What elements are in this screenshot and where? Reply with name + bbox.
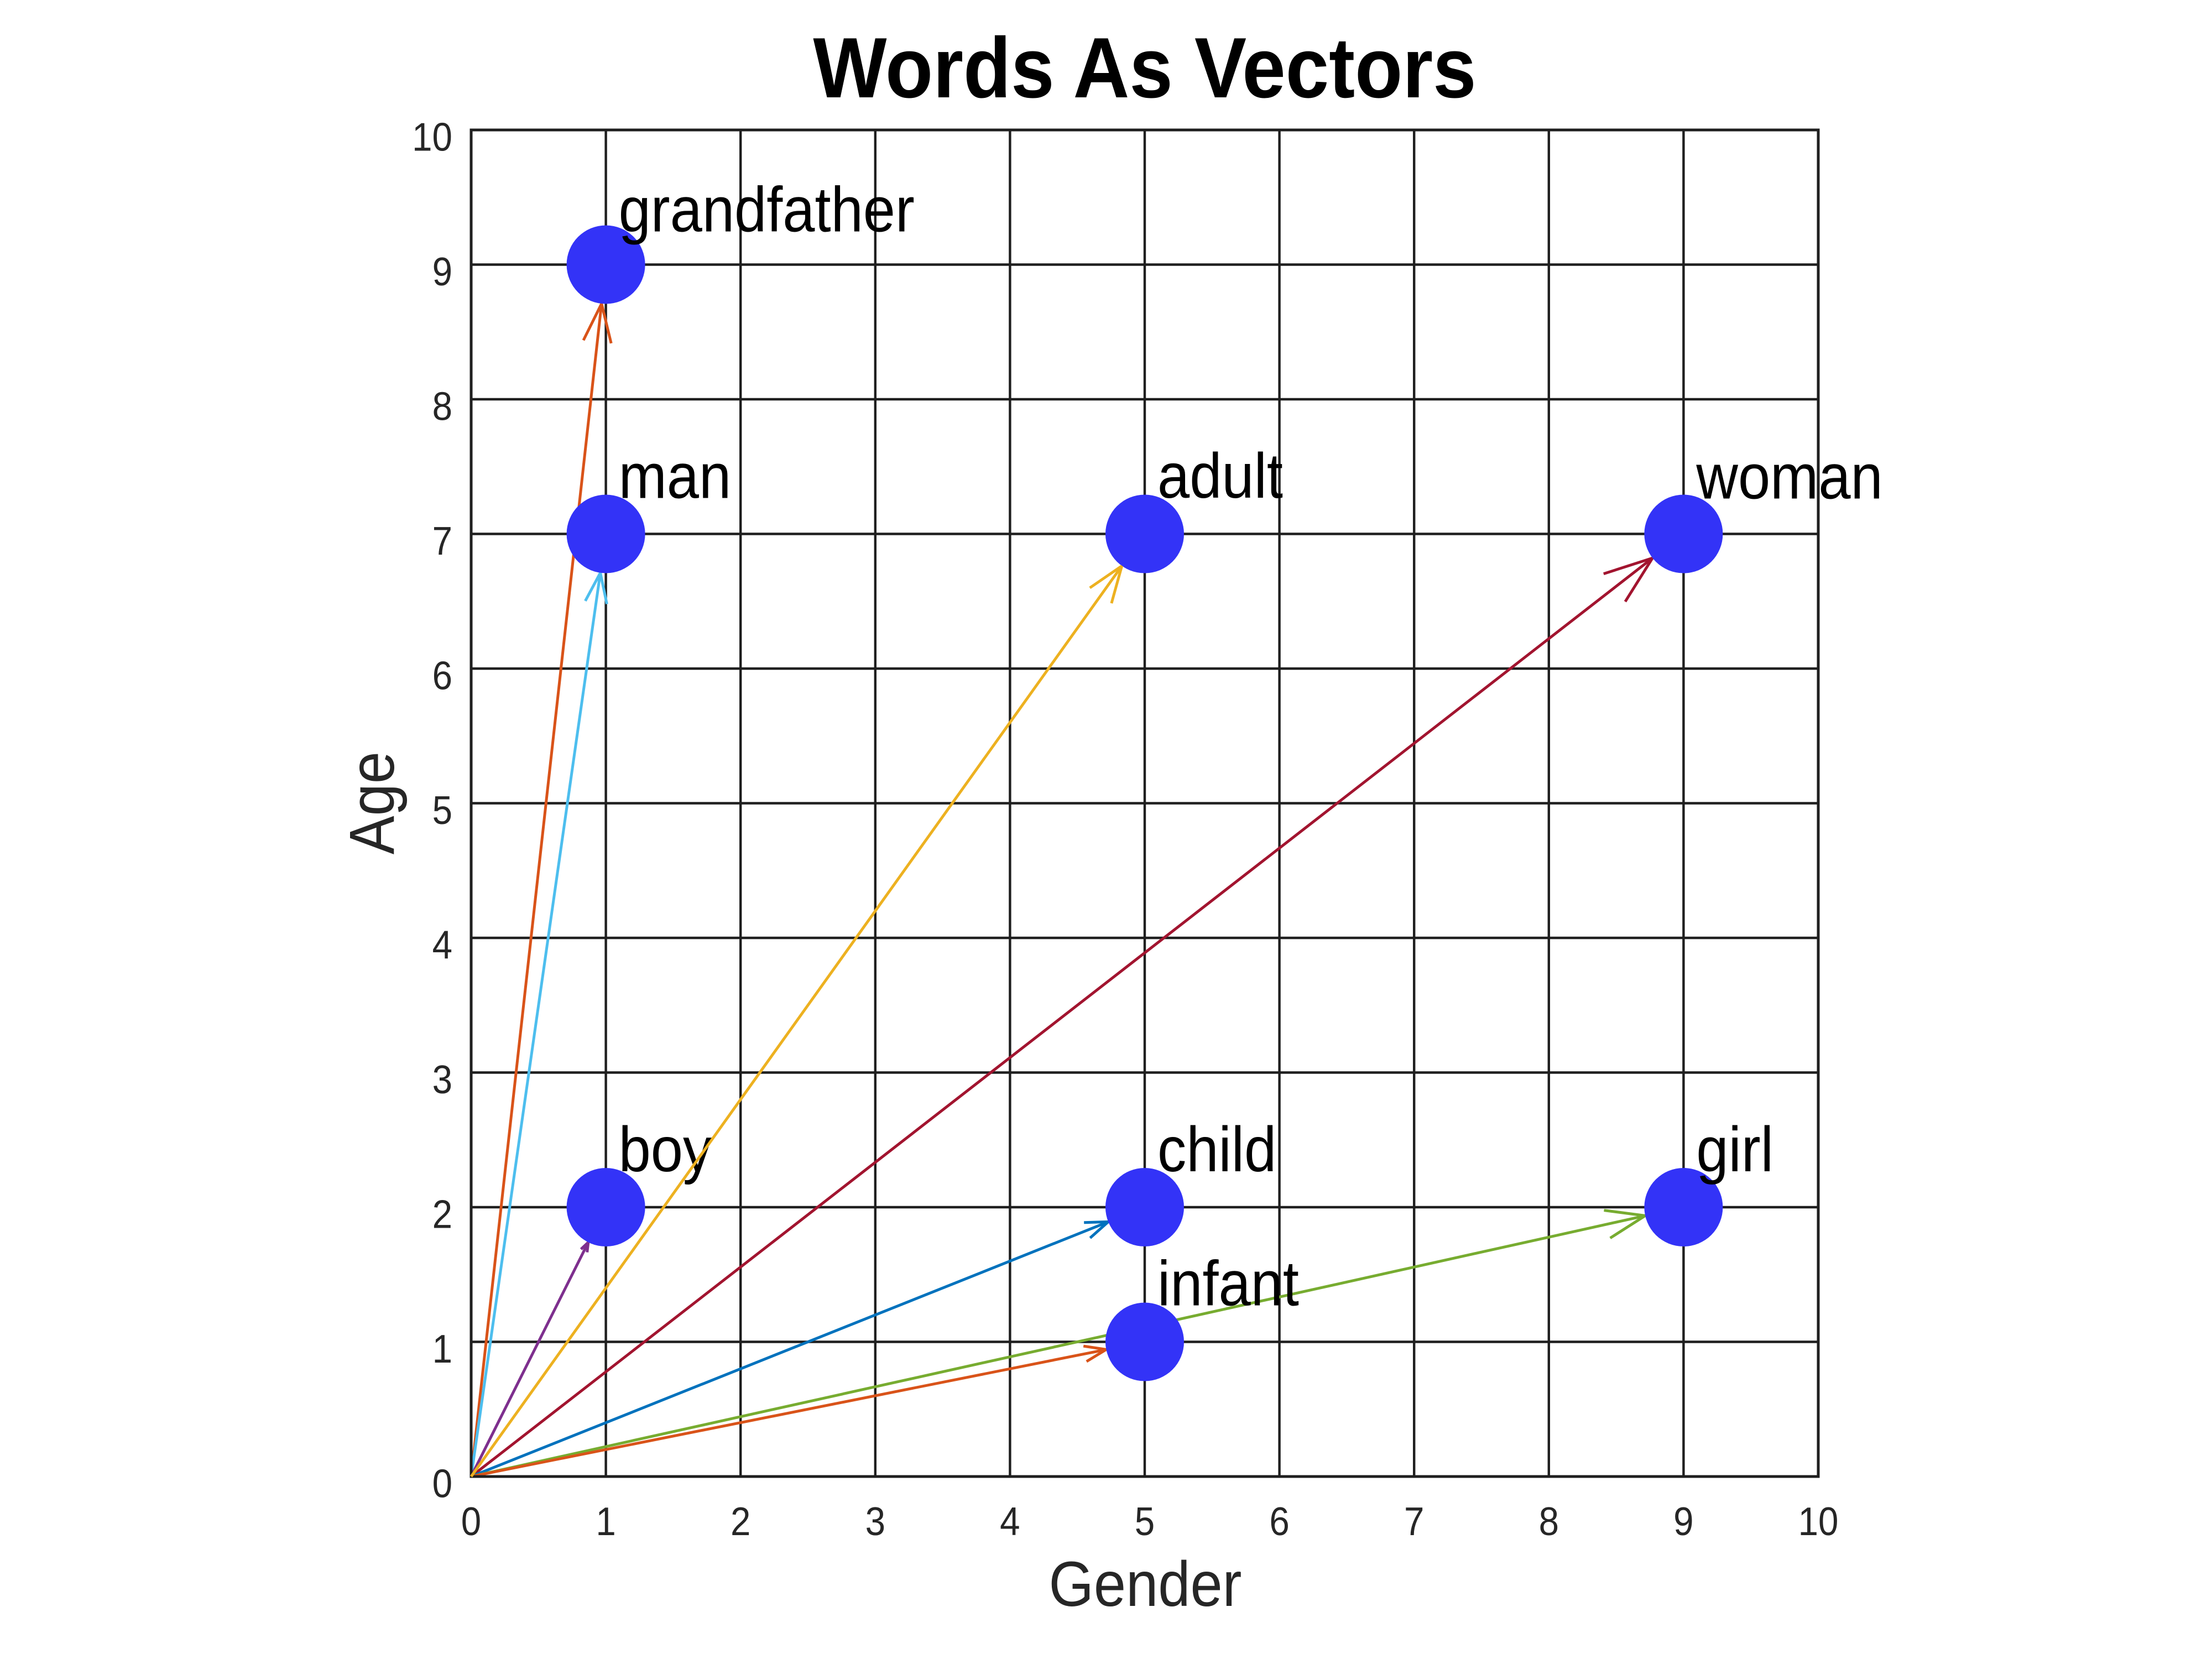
svg-text:boy: boy [619,1114,712,1185]
svg-text:grandfather: grandfather [619,174,915,246]
svg-text:woman: woman [1695,441,1882,513]
svg-text:3: 3 [865,1499,885,1544]
svg-text:8: 8 [432,384,452,429]
svg-text:Words As Vectors: Words As Vectors [813,20,1476,116]
svg-text:girl: girl [1696,1114,1773,1185]
svg-text:10: 10 [412,115,452,160]
svg-text:man: man [619,441,732,512]
svg-text:3: 3 [432,1057,452,1102]
svg-text:child: child [1157,1114,1276,1185]
svg-text:1: 1 [432,1327,452,1371]
svg-text:9: 9 [432,249,452,294]
svg-text:2: 2 [731,1499,750,1544]
svg-text:8: 8 [1539,1499,1559,1544]
svg-text:Age: Age [336,752,408,854]
svg-text:0: 0 [461,1499,481,1544]
svg-text:Gender: Gender [1048,1548,1241,1620]
svg-text:10: 10 [1798,1499,1839,1544]
svg-text:5: 5 [432,788,452,833]
svg-text:infant: infant [1157,1248,1299,1319]
svg-text:4: 4 [1000,1499,1020,1544]
svg-text:2: 2 [432,1192,452,1237]
svg-text:9: 9 [1673,1499,1693,1544]
svg-text:5: 5 [1135,1499,1155,1544]
svg-text:6: 6 [432,654,452,698]
svg-text:6: 6 [1269,1499,1289,1544]
svg-text:0: 0 [432,1462,452,1506]
svg-text:4: 4 [432,923,452,968]
svg-text:7: 7 [1404,1499,1424,1544]
svg-text:7: 7 [432,519,452,564]
svg-text:1: 1 [596,1499,615,1544]
svg-text:adult: adult [1157,440,1283,512]
